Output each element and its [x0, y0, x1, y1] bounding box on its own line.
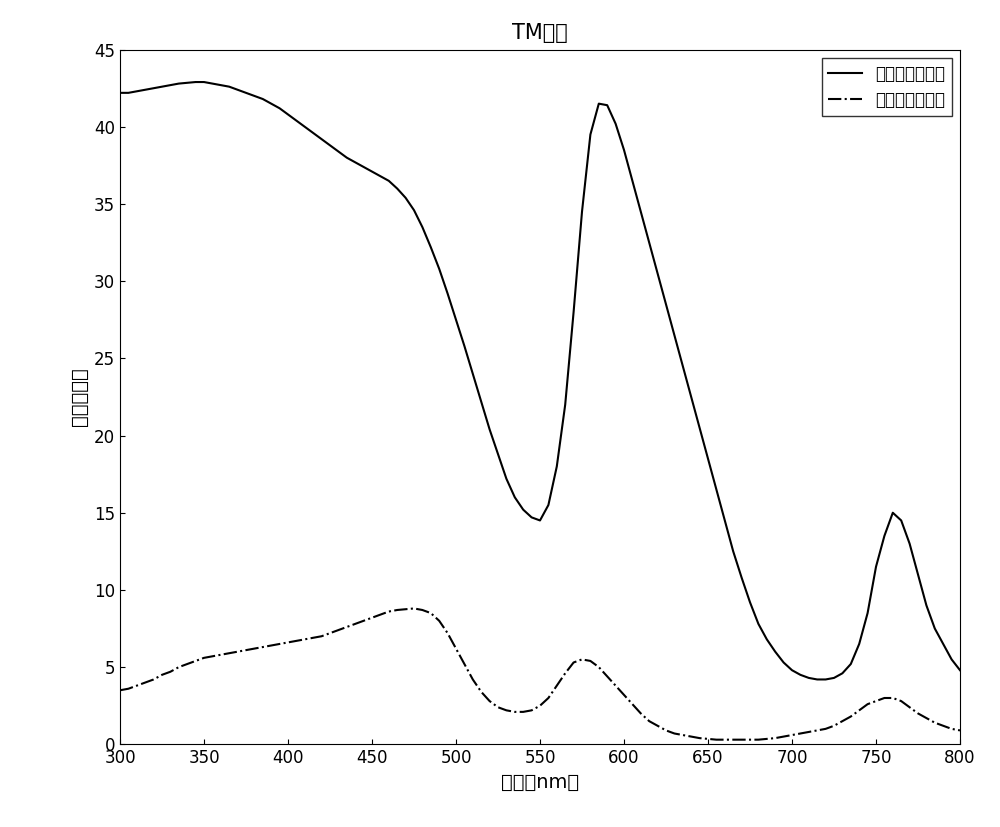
下表面金属吸收	[954, 725, 966, 735]
上表面金属吸收	[190, 77, 202, 87]
下表面金属吸收	[173, 662, 185, 672]
上表面金属吸收	[752, 619, 764, 629]
上表面金属吸收	[114, 88, 126, 98]
下表面金属吸收	[710, 734, 722, 744]
下表面金属吸收	[324, 629, 336, 638]
Title: TM入射: TM入射	[512, 22, 568, 42]
上表面金属吸收	[954, 665, 966, 675]
下表面金属吸收	[114, 686, 126, 696]
下表面金属吸收	[408, 604, 420, 614]
上表面金属吸收	[173, 79, 185, 88]
下表面金属吸收	[626, 699, 638, 709]
上表面金属吸收	[509, 492, 521, 502]
Y-axis label: 吸收自分比: 吸收自分比	[69, 367, 88, 427]
下表面金属吸收	[761, 734, 773, 743]
X-axis label: 波长（nm）: 波长（nm）	[501, 772, 579, 791]
上表面金属吸收	[626, 176, 638, 186]
上表面金属吸收	[811, 675, 823, 685]
下表面金属吸收	[719, 734, 731, 744]
Line: 上表面金属吸收: 上表面金属吸收	[120, 82, 960, 680]
上表面金属吸收	[332, 146, 344, 156]
下表面金属吸收	[509, 707, 521, 717]
Line: 下表面金属吸收: 下表面金属吸收	[120, 609, 960, 739]
上表面金属吸收	[710, 485, 722, 495]
Legend: 上表面金属吸收, 下表面金属吸收: 上表面金属吸收, 下表面金属吸收	[822, 58, 952, 116]
